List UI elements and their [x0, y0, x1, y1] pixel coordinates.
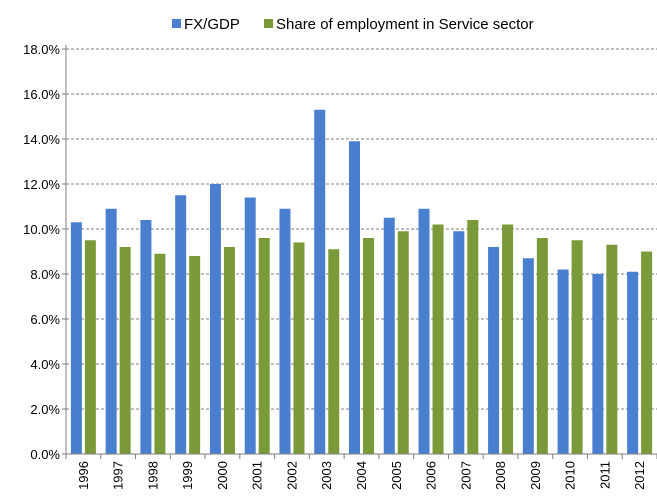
x-tick-label: 2011 — [597, 461, 612, 489]
bar-service-employment — [432, 224, 444, 454]
bar-fx-gdp — [488, 247, 500, 454]
x-tick-label: 2005 — [389, 461, 404, 490]
bar-service-employment — [258, 238, 270, 454]
x-axis-tick-labels: 1996 1997 1998 1999 2000 2001 2002 2003 2004 2005… — [76, 461, 647, 490]
bar-fx-gdp — [557, 269, 569, 454]
x-tick-label: 1999 — [180, 461, 195, 490]
y-tick-label: 10.0% — [23, 222, 60, 237]
y-tick-label: 8.0% — [30, 267, 60, 282]
legend-label: FX/GDP — [184, 16, 240, 33]
axes — [62, 45, 657, 459]
x-tick-label: 2000 — [215, 461, 230, 490]
bar-fx-gdp — [175, 195, 187, 454]
legend-swatch — [172, 19, 181, 28]
bar-service-employment — [641, 251, 653, 454]
bar-service-employment — [536, 238, 548, 454]
y-tick-label: 4.0% — [30, 357, 60, 372]
y-tick-label: 0.0% — [30, 447, 60, 462]
x-tick-label: 2003 — [319, 461, 334, 490]
bar-service-employment — [363, 238, 374, 454]
y-tick-label: 2.0% — [30, 402, 60, 417]
y-tick-label: 18.0% — [23, 42, 60, 57]
bar-service-employment — [328, 249, 340, 454]
bar-fx-gdp — [383, 217, 395, 454]
bar-service-employment — [189, 256, 201, 454]
bar-service-employment — [293, 242, 305, 454]
y-tick-label: 6.0% — [30, 312, 60, 327]
y-tick-label: 14.0% — [23, 132, 60, 147]
y-tick-label: 12.0% — [23, 177, 60, 192]
bar-service-employment — [606, 244, 618, 454]
x-tick-label: 2012 — [632, 461, 647, 490]
x-tick-label: 1997 — [111, 461, 126, 490]
x-tick-label: 2007 — [458, 461, 473, 490]
x-tick-label: 2010 — [563, 461, 578, 490]
x-tick-label: 1998 — [145, 461, 160, 490]
bar-fx-gdp — [209, 184, 221, 454]
bars — [70, 109, 653, 454]
x-tick-label: 2009 — [528, 461, 543, 490]
x-tick-label: 2004 — [354, 461, 369, 490]
legend-swatch — [264, 19, 273, 28]
bar-fx-gdp — [70, 222, 82, 454]
x-tick-label: 1996 — [76, 461, 91, 490]
y-tick-label: 16.0% — [23, 87, 60, 102]
bar-fx-gdp — [453, 231, 465, 454]
bar-fx-gdp — [627, 271, 639, 454]
bar-fx-gdp — [244, 197, 256, 454]
legend-item-fx-gdp: FX/GDP — [172, 16, 240, 33]
bar-fx-gdp — [140, 220, 152, 454]
bar-fx-gdp — [592, 274, 604, 454]
bar-service-employment — [502, 224, 514, 454]
bar-service-employment — [119, 247, 131, 454]
bar-service-employment — [84, 240, 96, 454]
bar-service-employment — [397, 231, 409, 454]
bar-service-employment — [467, 220, 479, 454]
legend-label: Share of employment in Service sector — [276, 16, 534, 33]
bar-fx-gdp — [105, 208, 117, 454]
bar-service-employment — [154, 253, 166, 454]
y-axis-tick-labels: 0.0% 2.0% 4.0% 6.0% 8.0% 10.0% 12.0% 14.0% 16.0%… — [23, 42, 60, 462]
x-tick-label: 2008 — [493, 461, 508, 490]
x-tick-label: 2002 — [284, 461, 299, 490]
x-tick-label: 2006 — [424, 461, 439, 490]
bar-fx-gdp — [314, 109, 326, 454]
legend-item-service-employment: Share of employment in Service sector — [264, 16, 534, 33]
bar-fx-gdp — [522, 258, 534, 454]
bar-service-employment — [223, 247, 235, 454]
bar-service-employment — [571, 240, 583, 454]
chart-legend: FX/GDP Share of employment in Service sec… — [172, 16, 534, 33]
bar-fx-gdp — [349, 141, 360, 454]
bar-fx-gdp — [279, 208, 291, 454]
bar-fx-gdp — [418, 208, 430, 454]
x-tick-label: 2001 — [250, 461, 265, 490]
